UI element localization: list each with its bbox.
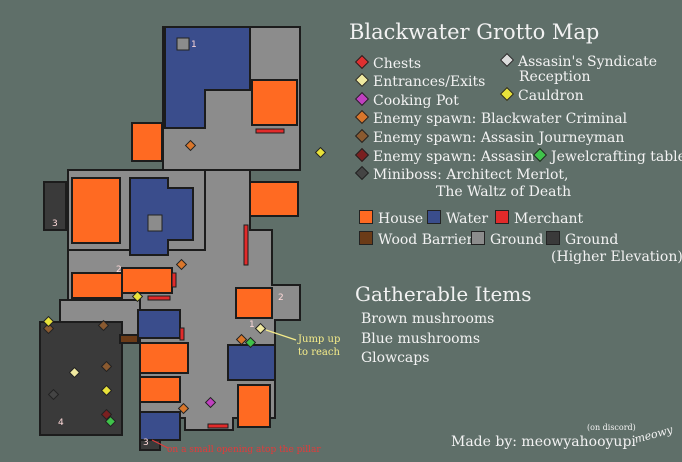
legend-chests: Chests — [354, 54, 421, 72]
cauldron-marker — [42, 315, 55, 328]
cooking-pot-marker — [204, 396, 217, 409]
legend-enemy-journeyman: Enemy spawn: Assasin Journeyman — [354, 128, 624, 146]
legend-enemy-criminal: Enemy spawn: Blackwater Criminal — [354, 109, 627, 127]
water-south — [139, 411, 181, 441]
high-ground-west — [39, 321, 123, 436]
water-north — [164, 26, 251, 129]
enemy-journeyman-icon — [354, 128, 370, 144]
enemy-criminal-icon — [354, 109, 370, 125]
water-center-right — [227, 344, 276, 381]
marker-one: 1 — [249, 320, 255, 330]
gatherable-item: Brown mushrooms — [361, 311, 495, 327]
opening-note: on a small opening atop the pillar — [167, 445, 321, 455]
ground-swatch — [471, 231, 485, 245]
cooking-pot-icon — [354, 91, 370, 107]
legend-syndicate: Assasin's Syndicate — [499, 52, 657, 70]
cauldron-icon — [499, 86, 515, 102]
merchant-swatch — [495, 210, 509, 224]
house — [139, 376, 181, 403]
legend-miniboss-name: The Waltz of Death — [436, 184, 572, 200]
map-title: Blackwater Grotto Map — [349, 20, 600, 44]
jewelcrafting-marker — [244, 336, 257, 349]
entrance-marker — [68, 366, 81, 379]
house — [71, 272, 123, 299]
pillar — [147, 214, 163, 232]
house — [249, 181, 299, 217]
credit-line: Made by: meowyahooyupi — [451, 434, 636, 450]
jump-note: Jump up to reach — [298, 334, 341, 358]
legend-enemy-assasin: Enemy spawn: Assasin — [354, 147, 534, 165]
enemy-criminal-marker — [175, 258, 188, 271]
marker-three: 3 — [52, 219, 58, 229]
miniboss-marker — [47, 388, 60, 401]
legend-wood-barrier: Wood Barrier — [359, 231, 473, 248]
on-discord-note: (on discord) — [587, 423, 636, 432]
house — [71, 177, 121, 244]
merchant — [171, 272, 177, 288]
enemy-criminal-marker — [177, 402, 190, 415]
merchant — [207, 423, 229, 429]
jewelcrafting-icon — [532, 147, 548, 163]
legend-ground: Ground — [471, 231, 543, 248]
legend-syndicate-reception: Reception — [519, 69, 591, 85]
house — [235, 287, 273, 319]
enemy-assasin-icon — [354, 147, 370, 163]
merchant — [243, 224, 249, 266]
legend-water: Water — [427, 210, 488, 227]
house — [139, 342, 189, 374]
house-swatch — [359, 210, 373, 224]
merchant — [255, 128, 285, 134]
cauldron-marker — [131, 290, 144, 303]
merchant — [179, 327, 185, 341]
house — [121, 267, 173, 294]
gatherable-item: Glowcaps — [361, 350, 430, 366]
marker-four: 4 — [58, 418, 64, 428]
syndicate-icon — [499, 52, 515, 68]
enemy-criminal-marker — [235, 333, 248, 346]
merchant — [147, 295, 171, 301]
legend-merchant: Merchant — [495, 210, 583, 227]
house — [251, 79, 298, 126]
opening-pointer — [151, 439, 169, 449]
gatherable-item: Blue mushrooms — [361, 331, 481, 347]
enemy-journeyman-marker — [42, 322, 55, 335]
cauldron-marker — [314, 146, 327, 159]
water-swatch — [427, 210, 441, 224]
legend-ground-high: Ground — [546, 231, 618, 248]
legend-ground-high-note: (Higher Elevation) — [551, 249, 682, 265]
cauldron-marker — [100, 384, 113, 397]
house — [237, 384, 271, 428]
water-center-left — [137, 309, 181, 339]
legend-miniboss: Miniboss: Architect Merlot, — [354, 165, 569, 183]
house — [131, 122, 163, 162]
legend-house: House — [359, 210, 423, 227]
legend-cauldron: Cauldron — [499, 86, 584, 104]
enemy-assasin-marker — [100, 408, 113, 421]
entrance-icon — [354, 72, 370, 88]
legend-jewelcrafting: Jewelcrafting table — [532, 147, 682, 165]
jewelcrafting-marker — [104, 415, 117, 428]
ground-high-swatch — [546, 231, 560, 245]
jump-pointer — [265, 329, 297, 341]
marker-two: 2 — [116, 265, 122, 275]
pillar — [176, 37, 190, 51]
legend-entrances: Entrances/Exits — [354, 72, 485, 90]
marker-one: 1 — [191, 40, 197, 50]
enemy-journeyman-marker — [100, 360, 113, 373]
gatherable-title: Gatherable Items — [355, 282, 532, 306]
enemy-criminal-marker — [184, 139, 197, 152]
marker-two: 2 — [278, 293, 284, 303]
high-ground-pillar — [43, 181, 67, 231]
wood-barrier-swatch — [359, 231, 373, 245]
entrance-marker — [254, 322, 267, 335]
legend-cooking-pot: Cooking Pot — [354, 91, 459, 109]
wood-barrier — [119, 334, 139, 344]
marker-three: 3 — [143, 438, 149, 448]
miniboss-icon — [354, 165, 370, 181]
enemy-journeyman-marker — [97, 319, 110, 332]
chest-icon — [354, 54, 370, 70]
